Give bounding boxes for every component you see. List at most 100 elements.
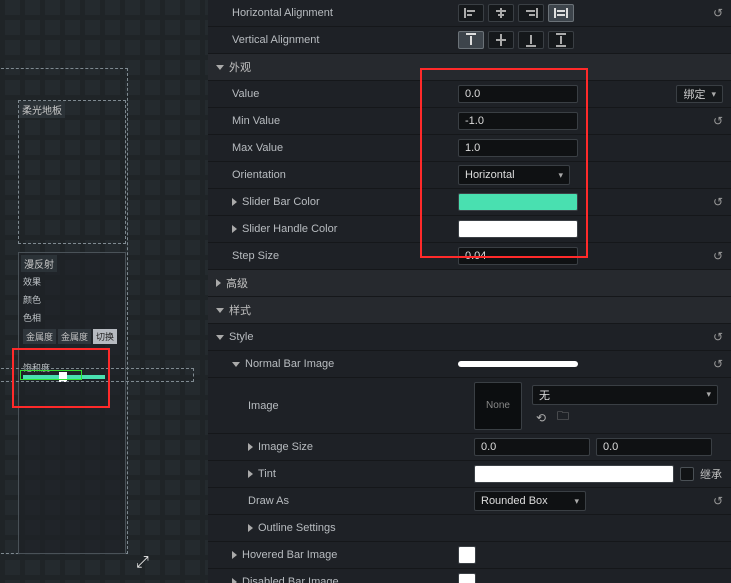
v-align-fill[interactable] <box>548 31 574 49</box>
v-align-center[interactable] <box>488 31 514 49</box>
row-min: Min Value ↺ <box>208 108 731 135</box>
resize-icon[interactable]: ⤢ <box>136 554 149 572</box>
section-style[interactable]: 样式 <box>208 297 731 324</box>
chevron-right-icon[interactable] <box>248 470 253 478</box>
step-label: Step Size <box>232 250 279 262</box>
use-selected-icon[interactable]: ⟲ <box>532 409 550 427</box>
row-style: Style ↺ <box>208 324 731 351</box>
mode-tab-3[interactable]: 切换 <box>93 329 117 344</box>
image-size-y[interactable] <box>596 438 712 456</box>
chevron-down-icon <box>216 65 224 70</box>
section-style-label: 样式 <box>229 302 251 318</box>
row-h-align: Horizontal Alignment ↺ <box>208 0 731 27</box>
section-appearance[interactable]: 外观 <box>208 54 731 81</box>
image-size-label: Image Size <box>258 441 313 453</box>
value-label: Value <box>232 88 259 100</box>
draw-as-select[interactable]: Rounded Box▾ <box>474 491 586 511</box>
sub-label-3: 色相 <box>23 311 41 324</box>
row-step: Step Size ↺ <box>208 243 731 270</box>
chevron-down-icon <box>216 308 224 313</box>
bar-color-swatch[interactable] <box>458 193 578 211</box>
mode-tab-1[interactable]: 金属度 <box>23 329 56 344</box>
chevron-right-icon[interactable] <box>232 198 237 206</box>
panel-2-label: 漫反射 <box>21 255 57 272</box>
style-label: Style <box>229 331 253 343</box>
h-align-right[interactable] <box>518 4 544 22</box>
reset-icon[interactable]: ↺ <box>713 195 723 209</box>
row-outline: Outline Settings <box>208 515 731 542</box>
max-input[interactable] <box>458 139 578 157</box>
reset-icon[interactable]: ↺ <box>713 114 723 128</box>
v-align-top[interactable] <box>458 31 484 49</box>
row-value: Value 绑定▾ <box>208 81 731 108</box>
selection-marquee <box>0 368 194 382</box>
mode-row: 金属度 金属度 切换 <box>23 329 117 344</box>
row-image: Image None 无▾ ⟲ 🗀 <box>208 378 731 434</box>
normal-bar-preview <box>458 361 578 367</box>
tint-inherit-checkbox[interactable] <box>680 467 694 481</box>
hovered-bar-swatch[interactable] <box>458 546 476 564</box>
value-input[interactable] <box>458 85 578 103</box>
reset-icon[interactable]: ↺ <box>713 330 723 344</box>
chevron-down-icon[interactable] <box>216 335 224 340</box>
tint-label: Tint <box>258 468 276 480</box>
row-bar-color: Slider Bar Color ↺ <box>208 189 731 216</box>
reset-icon[interactable]: ↺ <box>713 249 723 263</box>
h-align-left[interactable] <box>458 4 484 22</box>
section-advanced[interactable]: 高级 <box>208 270 731 297</box>
bind-button[interactable]: 绑定▾ <box>676 85 723 103</box>
row-disabled-bar: Disabled Bar Image <box>208 569 731 583</box>
row-normal-bar: Normal Bar Image ↺ <box>208 351 731 378</box>
normal-bar-label: Normal Bar Image <box>245 358 334 370</box>
row-hovered-bar: Hovered Bar Image <box>208 542 731 569</box>
browse-icon[interactable]: 🗀 <box>554 409 572 427</box>
orientation-label: Orientation <box>232 169 286 181</box>
section-advanced-label: 高级 <box>226 275 248 291</box>
mode-tab-2[interactable]: 金属度 <box>58 329 91 344</box>
orientation-select[interactable]: Horizontal▾ <box>458 165 570 185</box>
h-align-center[interactable] <box>488 4 514 22</box>
chevron-right-icon <box>216 279 221 287</box>
image-thumbnail[interactable]: None <box>474 382 522 430</box>
viewport-panel: 柔光地板 漫反射 效果 颜色 色相 金属度 金属度 切换 饱和度 ⤢ <box>0 0 208 583</box>
min-input[interactable] <box>458 112 578 130</box>
handle-color-swatch[interactable] <box>458 220 578 238</box>
tint-swatch[interactable] <box>474 465 674 483</box>
bar-color-label: Slider Bar Color <box>242 196 320 208</box>
sub-label-1: 效果 <box>23 275 41 288</box>
reset-icon[interactable]: ↺ <box>713 494 723 508</box>
min-label: Min Value <box>232 115 280 127</box>
h-align-label: Horizontal Alignment <box>232 7 333 19</box>
chevron-right-icon[interactable] <box>248 443 253 451</box>
v-align-bottom[interactable] <box>518 31 544 49</box>
v-align-label: Vertical Alignment <box>232 34 319 46</box>
row-orientation: Orientation Horizontal▾ <box>208 162 731 189</box>
reset-icon[interactable]: ↺ <box>713 357 723 371</box>
chevron-right-icon[interactable] <box>232 578 237 583</box>
reset-icon[interactable]: ↺ <box>713 6 723 20</box>
max-label: Max Value <box>232 142 283 154</box>
row-draw-as: Draw As Rounded Box▾ ↺ <box>208 488 731 515</box>
panel-2[interactable]: 漫反射 效果 颜色 色相 金属度 金属度 切换 饱和度 <box>18 252 126 554</box>
image-label: Image <box>248 400 279 412</box>
tint-inherit-label: 继承 <box>700 466 722 482</box>
panel-1[interactable]: 柔光地板 <box>18 100 126 244</box>
chevron-right-icon[interactable] <box>232 225 237 233</box>
h-align-fill[interactable] <box>548 4 574 22</box>
row-image-size: Image Size <box>208 434 731 461</box>
chevron-right-icon[interactable] <box>248 524 253 532</box>
details-panel: Horizontal Alignment ↺ Vertical Alignmen… <box>208 0 731 583</box>
disabled-bar-swatch[interactable] <box>458 573 476 583</box>
row-handle-color: Slider Handle Color <box>208 216 731 243</box>
chevron-down-icon[interactable] <box>232 362 240 367</box>
row-tint: Tint 继承 <box>208 461 731 488</box>
h-align-group <box>458 4 574 22</box>
step-input[interactable] <box>458 247 578 265</box>
v-align-group <box>458 31 574 49</box>
draw-as-label: Draw As <box>248 495 289 507</box>
chevron-right-icon[interactable] <box>232 551 237 559</box>
image-size-x[interactable] <box>474 438 590 456</box>
row-v-align: Vertical Alignment <box>208 27 731 54</box>
image-select[interactable]: 无▾ <box>532 385 718 405</box>
handle-color-label: Slider Handle Color <box>242 223 337 235</box>
